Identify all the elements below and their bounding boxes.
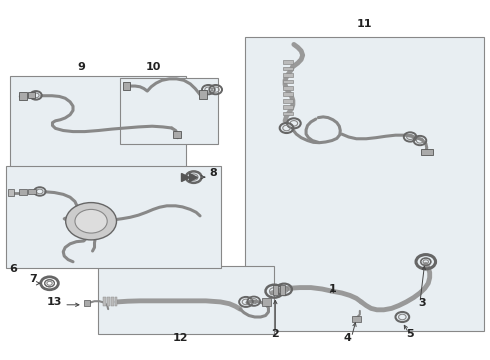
Text: 5: 5 — [406, 329, 414, 339]
Bar — [115, 297, 118, 306]
Bar — [283, 73, 294, 77]
Bar — [123, 82, 130, 90]
Bar — [5, 166, 220, 268]
Bar — [199, 90, 207, 99]
Bar — [283, 99, 294, 103]
Bar — [8, 189, 14, 196]
Bar — [103, 297, 106, 306]
Text: 13: 13 — [47, 297, 62, 307]
Bar — [19, 189, 27, 195]
Text: 1: 1 — [329, 284, 337, 294]
Bar — [283, 112, 294, 116]
Bar — [273, 285, 278, 296]
Text: 12: 12 — [173, 333, 188, 343]
Text: 8: 8 — [210, 168, 218, 179]
Text: 6: 6 — [9, 264, 17, 274]
Bar — [421, 149, 433, 155]
Bar — [283, 86, 294, 90]
Bar — [283, 60, 294, 64]
Text: 2: 2 — [271, 329, 279, 339]
Circle shape — [75, 210, 107, 233]
Text: 4: 4 — [343, 333, 351, 343]
Bar — [245, 37, 485, 330]
Bar — [111, 297, 114, 306]
Bar — [172, 131, 181, 138]
Bar — [283, 67, 294, 70]
Bar — [84, 300, 90, 306]
Text: 7: 7 — [29, 274, 37, 284]
Bar — [262, 298, 271, 306]
Bar — [28, 189, 36, 194]
Text: 3: 3 — [418, 298, 426, 308]
Text: 11: 11 — [357, 18, 372, 28]
Circle shape — [66, 203, 117, 240]
Bar — [19, 92, 27, 100]
Bar — [352, 316, 361, 321]
Bar — [283, 105, 294, 109]
Text: 9: 9 — [77, 62, 85, 72]
Bar — [98, 266, 274, 334]
Bar — [121, 78, 218, 144]
Bar — [283, 80, 294, 83]
Bar — [283, 93, 294, 96]
Bar — [280, 285, 285, 296]
Text: 10: 10 — [146, 62, 161, 72]
Bar — [107, 297, 110, 306]
Bar — [27, 93, 35, 98]
Bar — [10, 76, 186, 169]
